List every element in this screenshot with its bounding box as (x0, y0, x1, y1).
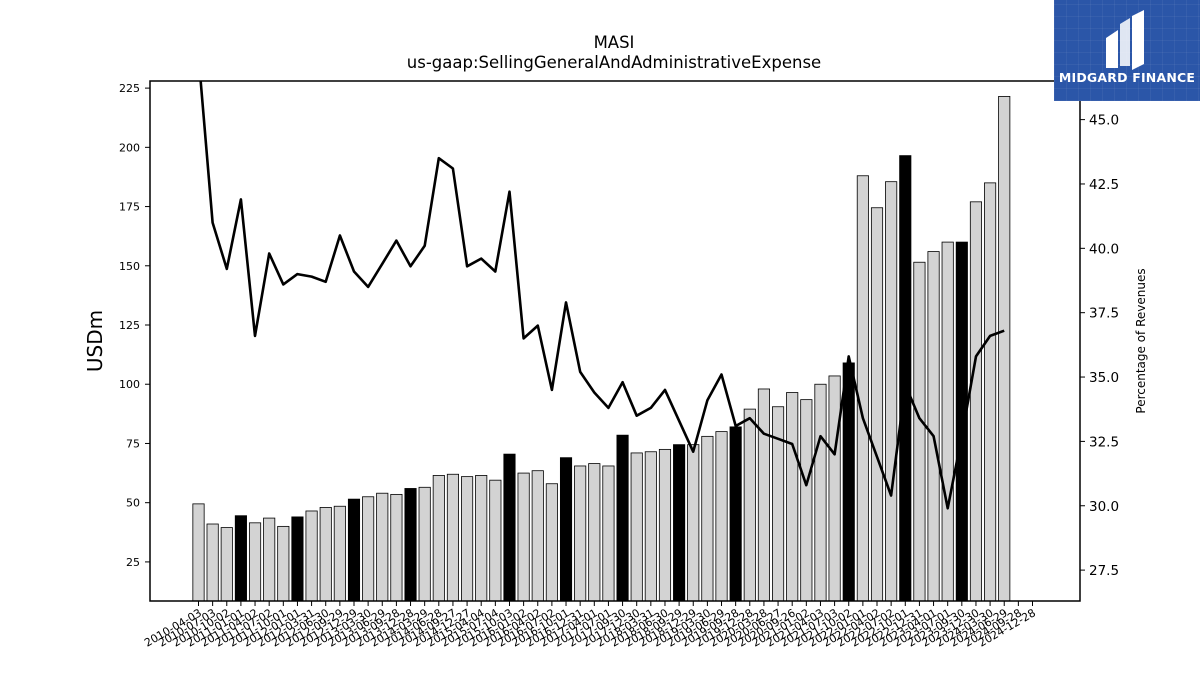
y-right-tick-label: 35.0 (1089, 370, 1119, 386)
bar (743, 408, 756, 602)
bar (842, 362, 855, 602)
y-tick-label: 200 (119, 141, 140, 154)
bar (616, 434, 629, 602)
bar (658, 448, 672, 602)
y-right-tick-label: 42.5 (1089, 177, 1119, 193)
bar (644, 451, 657, 602)
bar (687, 444, 700, 602)
bar (234, 515, 247, 602)
bar (602, 465, 615, 602)
bar (404, 488, 417, 602)
bar (192, 503, 205, 602)
logo-text: MIDGARD FINANCE (1058, 70, 1196, 85)
bar (248, 522, 262, 602)
bar (291, 516, 304, 602)
bar (347, 498, 361, 602)
bar (588, 463, 601, 602)
bar (899, 155, 912, 602)
bar (390, 493, 403, 602)
bar (998, 95, 1011, 602)
bar (376, 492, 389, 602)
bar (531, 470, 544, 602)
y-axis-label: USDm (83, 310, 107, 372)
bar (927, 251, 940, 602)
bar (277, 525, 290, 602)
bar (856, 175, 869, 602)
x-axis: 2010-04-032010-07-032010-10-022011-01-01… (142, 601, 1038, 650)
y-right-tick-label: 45.0 (1089, 113, 1119, 129)
y-tick-label: 25 (126, 556, 140, 569)
y-tick-label: 100 (119, 378, 140, 391)
bar (828, 375, 841, 602)
bar (362, 496, 375, 602)
bar (673, 444, 686, 602)
bar (263, 517, 276, 602)
y-axis-left: 25 50 75 100 125 150 175 200 225 (119, 82, 150, 569)
bar (630, 452, 643, 602)
bar (969, 201, 983, 602)
bar (800, 399, 813, 602)
bar (772, 406, 785, 602)
bar (333, 505, 346, 602)
brand-logo: MIDGARD FINANCE (1054, 0, 1200, 101)
y-axis-right-label: Percentage of Revenues (1134, 268, 1148, 413)
bar (913, 261, 926, 602)
line-path (199, 81, 1005, 510)
y-axis-right: 27.5 30.0 32.5 35.0 37.5 40.0 42.5 45.0 (1080, 113, 1119, 579)
bar (814, 383, 827, 602)
bar (701, 435, 714, 602)
chart-title: MASI (594, 33, 635, 52)
y-right-tick-label: 27.5 (1089, 563, 1119, 579)
bar (729, 426, 742, 602)
y-tick-label: 150 (119, 260, 140, 273)
y-right-tick-label: 40.0 (1089, 241, 1119, 257)
bar (559, 457, 573, 602)
bar (489, 479, 502, 602)
y-tick-label: 225 (119, 82, 140, 95)
bar (715, 431, 728, 602)
bar (461, 476, 474, 602)
y-tick-label: 75 (126, 437, 140, 450)
bar (319, 507, 332, 602)
chart-subtitle: us-gaap:SellingGeneralAndAdministrativeE… (407, 53, 821, 72)
bar (432, 475, 445, 602)
bar (757, 388, 770, 602)
bar (503, 453, 516, 602)
bar (475, 475, 488, 602)
bar (220, 527, 233, 602)
bar-series (192, 95, 1011, 602)
line-series (199, 81, 1005, 510)
bar (446, 473, 459, 602)
bar (984, 182, 997, 602)
bar (305, 510, 318, 602)
bar (574, 465, 587, 602)
y-right-tick-label: 32.5 (1089, 434, 1119, 450)
bar (955, 241, 968, 602)
bar (885, 181, 898, 602)
bar (517, 472, 530, 602)
logo-mark-icon (1106, 10, 1144, 70)
y-tick-label: 175 (119, 201, 140, 214)
bar (870, 207, 884, 602)
bar (206, 523, 219, 602)
y-tick-label: 125 (119, 319, 140, 332)
plot-frame (149, 80, 1081, 602)
y-right-tick-label: 37.5 (1089, 306, 1119, 322)
bar (545, 483, 558, 602)
bar (941, 241, 954, 602)
bar (786, 392, 799, 602)
y-right-tick-label: 30.0 (1089, 499, 1119, 515)
y-tick-label: 50 (126, 497, 140, 510)
bar (418, 486, 431, 602)
